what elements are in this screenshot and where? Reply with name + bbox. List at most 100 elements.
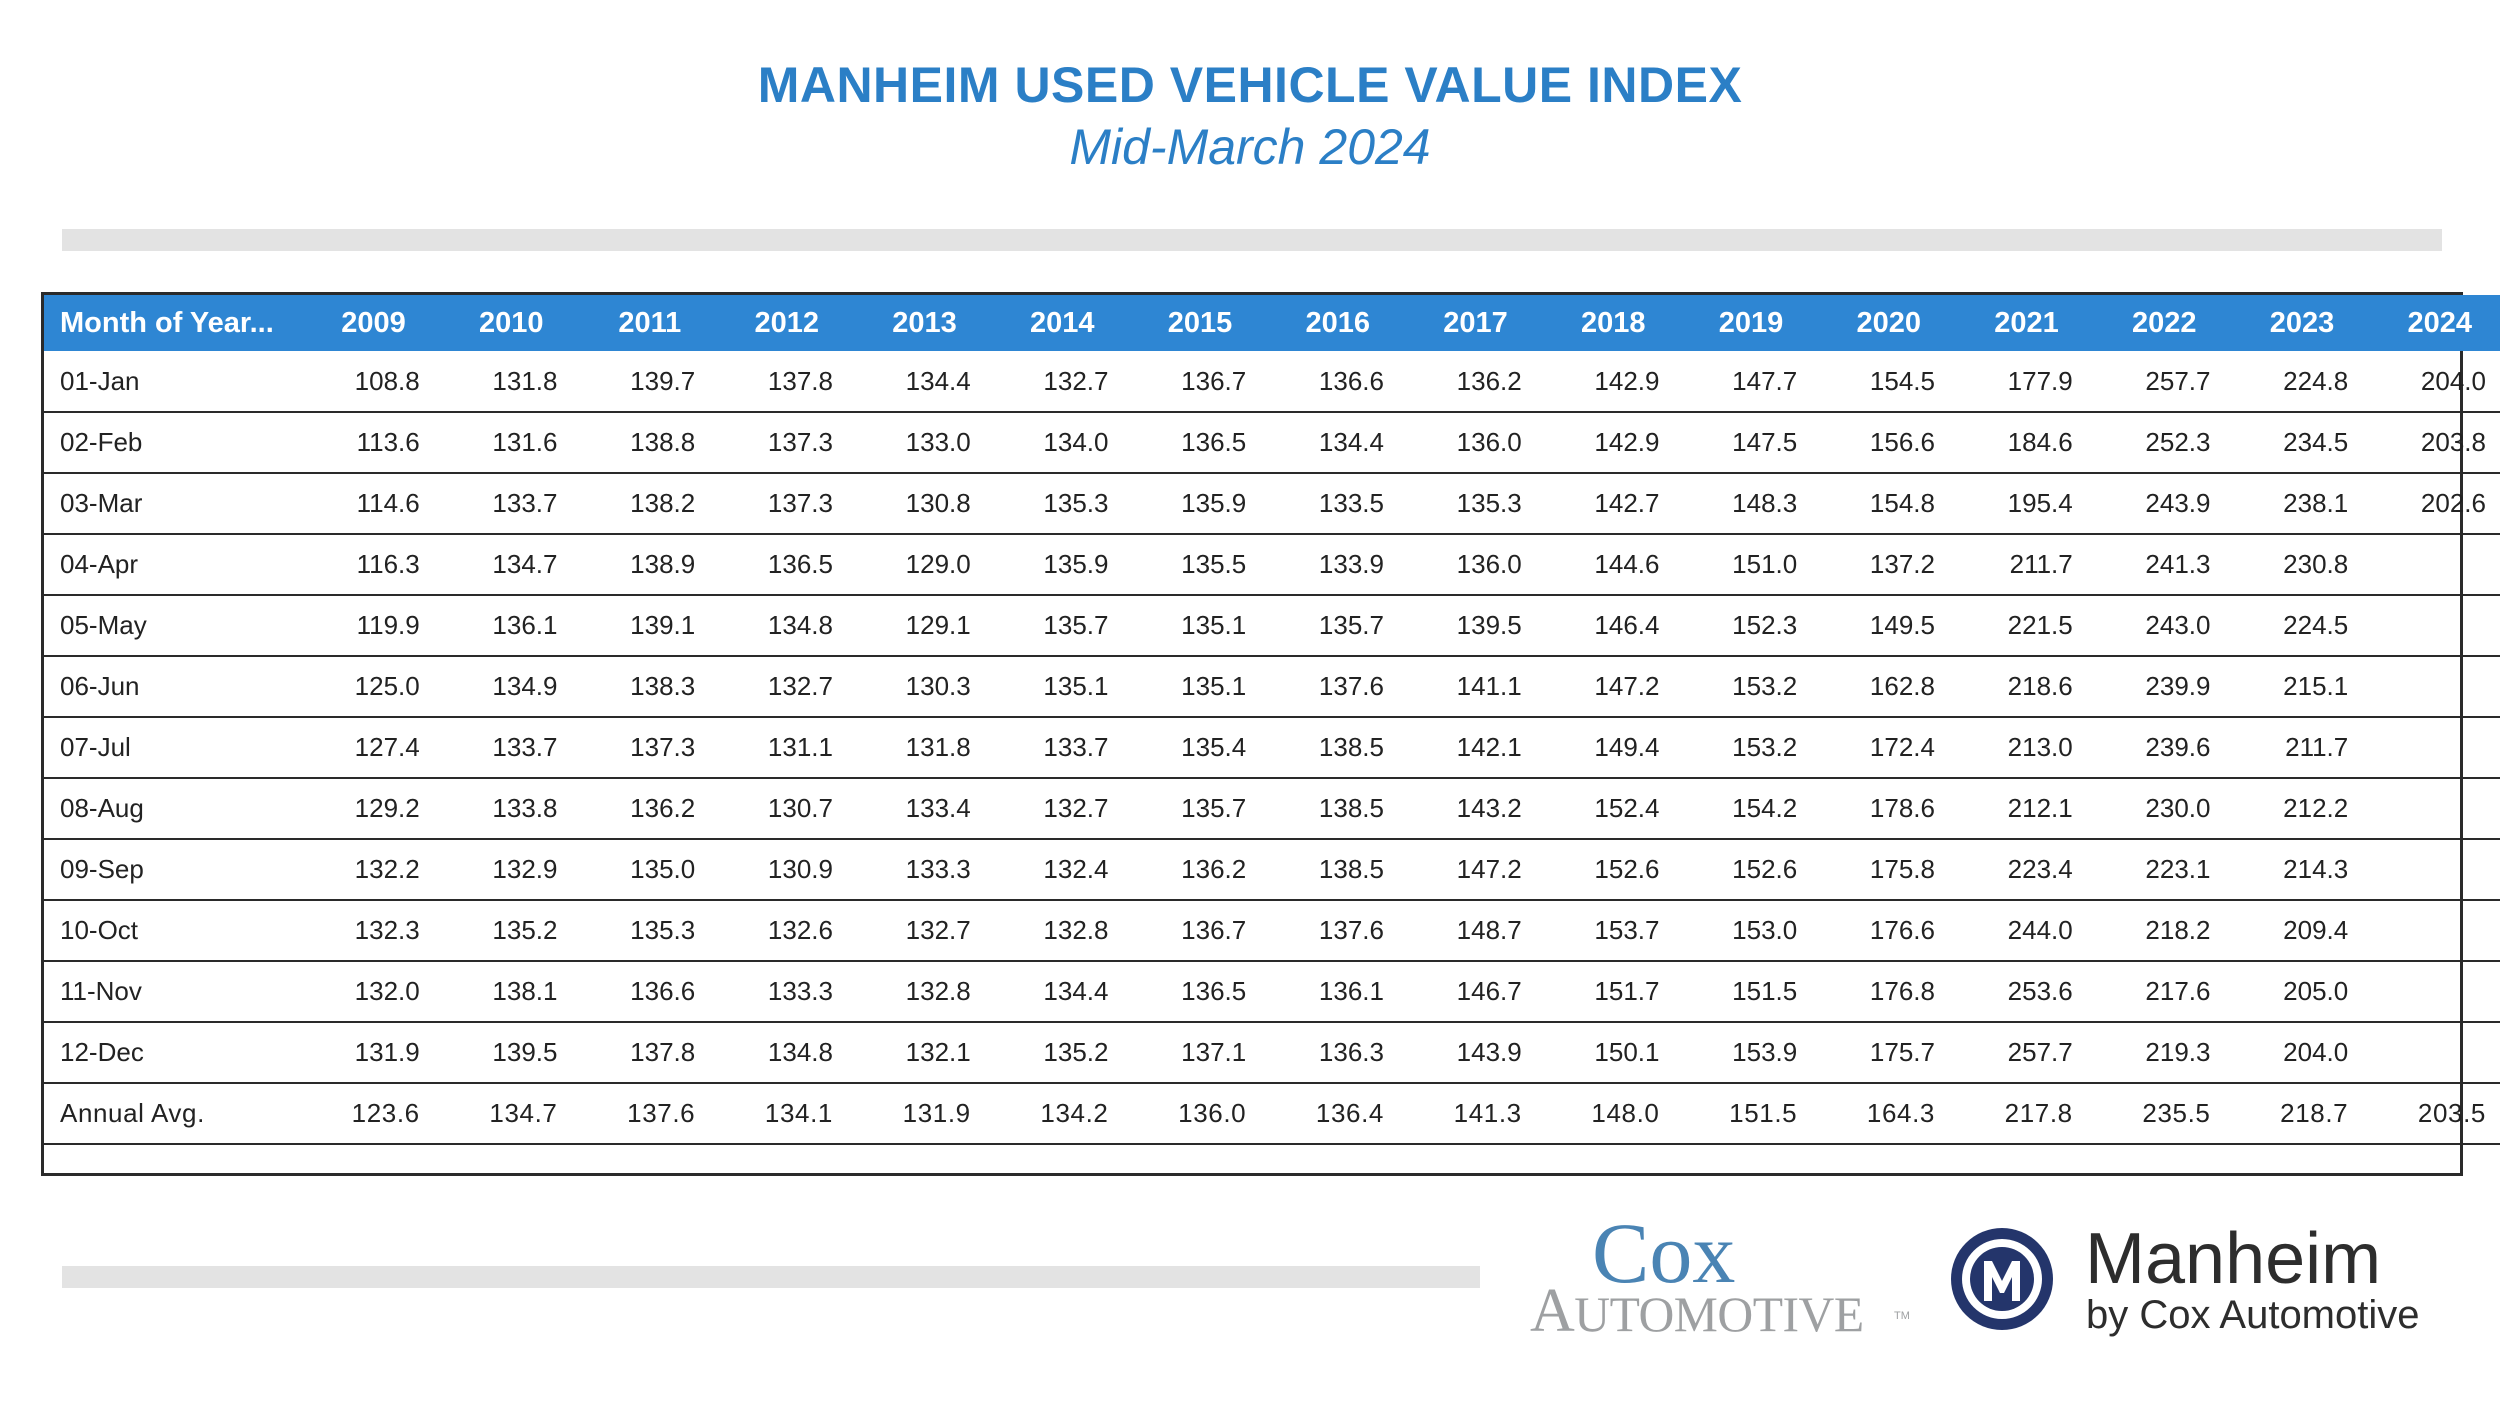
value-cell: 151.5 xyxy=(1681,1083,1820,1145)
manheim-logo: Manheim by Cox Automotive xyxy=(1948,1219,2438,1340)
value-cell: 175.8 xyxy=(1819,839,1957,901)
column-header-year: 2012 xyxy=(754,306,819,339)
value-cell: 116.3 xyxy=(304,534,442,596)
value-cell: 141.3 xyxy=(1406,1083,1544,1145)
value-cell: 148.7 xyxy=(1406,900,1544,962)
table-row: 08-Aug 129.2 133.8 136.2 130.7 133.4 132.7 135.… xyxy=(44,778,2500,840)
value-cell: 136.2 xyxy=(1406,351,1544,413)
row-label-cell: 06-Jun xyxy=(44,656,304,718)
value-cell: 136.6 xyxy=(579,961,718,1023)
value-cell: 244.0 xyxy=(1957,900,2095,962)
column-header-year: 2015 xyxy=(1167,306,1233,339)
value-cell: 147.5 xyxy=(1681,412,1820,474)
value-cell: 147.2 xyxy=(1543,656,1682,718)
table-row: 09-Sep 132.2 132.9 135.0 130.9 133.3 132.4 136.… xyxy=(44,839,2500,901)
value-cell: 230.8 xyxy=(2232,534,2371,596)
value-cell: 164.3 xyxy=(1819,1083,1957,1145)
value-cell: 150.1 xyxy=(1543,1022,1682,1084)
value-cell: 133.3 xyxy=(717,961,855,1023)
value-cell: 137.2 xyxy=(1819,534,1957,596)
value-cell: 152.6 xyxy=(1543,839,1682,901)
value-cell xyxy=(2370,1144,2500,1205)
value-cell: 136.7 xyxy=(1130,900,1269,962)
value-cell: 135.9 xyxy=(1130,473,1269,535)
value-cell: 149.4 xyxy=(1543,717,1682,779)
value-cell: 135.3 xyxy=(579,900,718,962)
value-cell: 133.3 xyxy=(855,839,993,901)
value-cell: 132.7 xyxy=(855,900,993,962)
row-label-cell: 02-Feb xyxy=(44,412,304,474)
value-cell: 114.6 xyxy=(304,473,442,535)
table-header-row: Month of Year... 2009 2010 2011 2012 2013 2014… xyxy=(44,295,2500,351)
value-cell: 151.5 xyxy=(1681,961,1820,1023)
value-cell: 195.4 xyxy=(1957,473,2095,535)
value-cell: 127.4 xyxy=(304,717,442,779)
value-cell: 223.1 xyxy=(2094,839,2233,901)
value-cell: 239.6 xyxy=(2094,717,2233,779)
value-cell: 136.2 xyxy=(579,778,718,840)
value-cell: 152.3 xyxy=(1681,595,1820,657)
value-cell: 151.7 xyxy=(1543,961,1682,1023)
value-cell: 211.7 xyxy=(2232,717,2371,779)
value-cell: 134.0 xyxy=(992,412,1131,474)
index-table-frame: Month of Year... 2009 2010 2011 2012 2013 2014… xyxy=(41,292,2500,1176)
value-cell xyxy=(2370,656,2500,718)
index-table: Month of Year... 2009 2010 2011 2012 2013 2014… xyxy=(44,295,2500,1205)
value-cell: 136.2 xyxy=(1130,839,1269,901)
value-cell: 224.5 xyxy=(2232,595,2371,657)
column-header-year: 2021 xyxy=(1994,306,2059,339)
value-cell: 131.8 xyxy=(441,351,580,413)
value-cell: 252.3 xyxy=(2094,412,2233,474)
value-cell: 134.1 xyxy=(717,1083,855,1145)
value-cell: 178.6 xyxy=(1819,778,1957,840)
value-cell xyxy=(580,1144,718,1205)
row-label-cell: 12-Dec xyxy=(44,1022,304,1084)
value-cell: 156.6 xyxy=(1819,412,1957,474)
value-cell: 132.6 xyxy=(717,900,855,962)
value-cell: 212.2 xyxy=(2232,778,2371,840)
value-cell xyxy=(2370,778,2500,840)
trademark-mark: TM xyxy=(1894,1310,1910,1322)
row-label-cell: 11-Nov xyxy=(44,961,304,1023)
value-cell: 132.8 xyxy=(992,900,1131,962)
value-cell: 135.3 xyxy=(1406,473,1544,535)
value-cell: 257.7 xyxy=(2094,351,2233,413)
value-cell: 132.4 xyxy=(992,839,1131,901)
value-cell: 147.7 xyxy=(1681,351,1820,413)
value-cell: 214.3 xyxy=(2232,839,2371,901)
value-cell: 132.1 xyxy=(855,1022,993,1084)
value-cell xyxy=(2370,534,2500,596)
value-cell: 131.6 xyxy=(441,412,580,474)
column-header-year: 2018 xyxy=(1580,306,1646,339)
manheim-logo-word: Manheim xyxy=(2085,1219,2382,1299)
cox-logo-word: Cox xyxy=(1592,1205,1736,1301)
value-cell: 138.2 xyxy=(579,473,718,535)
manheim-logo-tagline: by Cox Automotive xyxy=(2086,1293,2420,1337)
value-cell: 131.1 xyxy=(717,717,855,779)
column-header-year: 2022 xyxy=(2131,306,2197,339)
value-cell xyxy=(1131,1144,1269,1205)
value-cell: 149.5 xyxy=(1819,595,1957,657)
value-cell: 135.1 xyxy=(1130,656,1269,718)
value-cell: 135.1 xyxy=(1130,595,1269,657)
value-cell: 141.1 xyxy=(1406,656,1544,718)
empty-table-row xyxy=(44,1144,2500,1205)
value-cell xyxy=(304,1144,442,1205)
table-row: 02-Feb 113.6 131.6 138.8 137.3 133.0 134.0 136.… xyxy=(44,412,2500,474)
value-cell: 133.8 xyxy=(441,778,580,840)
value-cell: 154.2 xyxy=(1681,778,1820,840)
row-label-cell: 10-Oct xyxy=(44,900,304,962)
value-cell: 134.8 xyxy=(717,595,855,657)
value-cell: 221.5 xyxy=(1957,595,2095,657)
value-cell: 133.4 xyxy=(855,778,993,840)
value-cell: 135.2 xyxy=(992,1022,1131,1084)
value-cell: 135.7 xyxy=(1130,778,1269,840)
value-cell: 136.7 xyxy=(1130,351,1269,413)
value-cell: 136.4 xyxy=(1268,1083,1406,1145)
value-cell: 223.4 xyxy=(1957,839,2095,901)
value-cell: 235.5 xyxy=(2094,1083,2233,1145)
value-cell: 138.3 xyxy=(579,656,718,718)
table-row: 06-Jun 125.0 134.9 138.3 132.7 130.3 135.1 135.… xyxy=(44,656,2500,718)
value-cell: 135.4 xyxy=(1130,717,1269,779)
value-cell: 172.4 xyxy=(1819,717,1957,779)
